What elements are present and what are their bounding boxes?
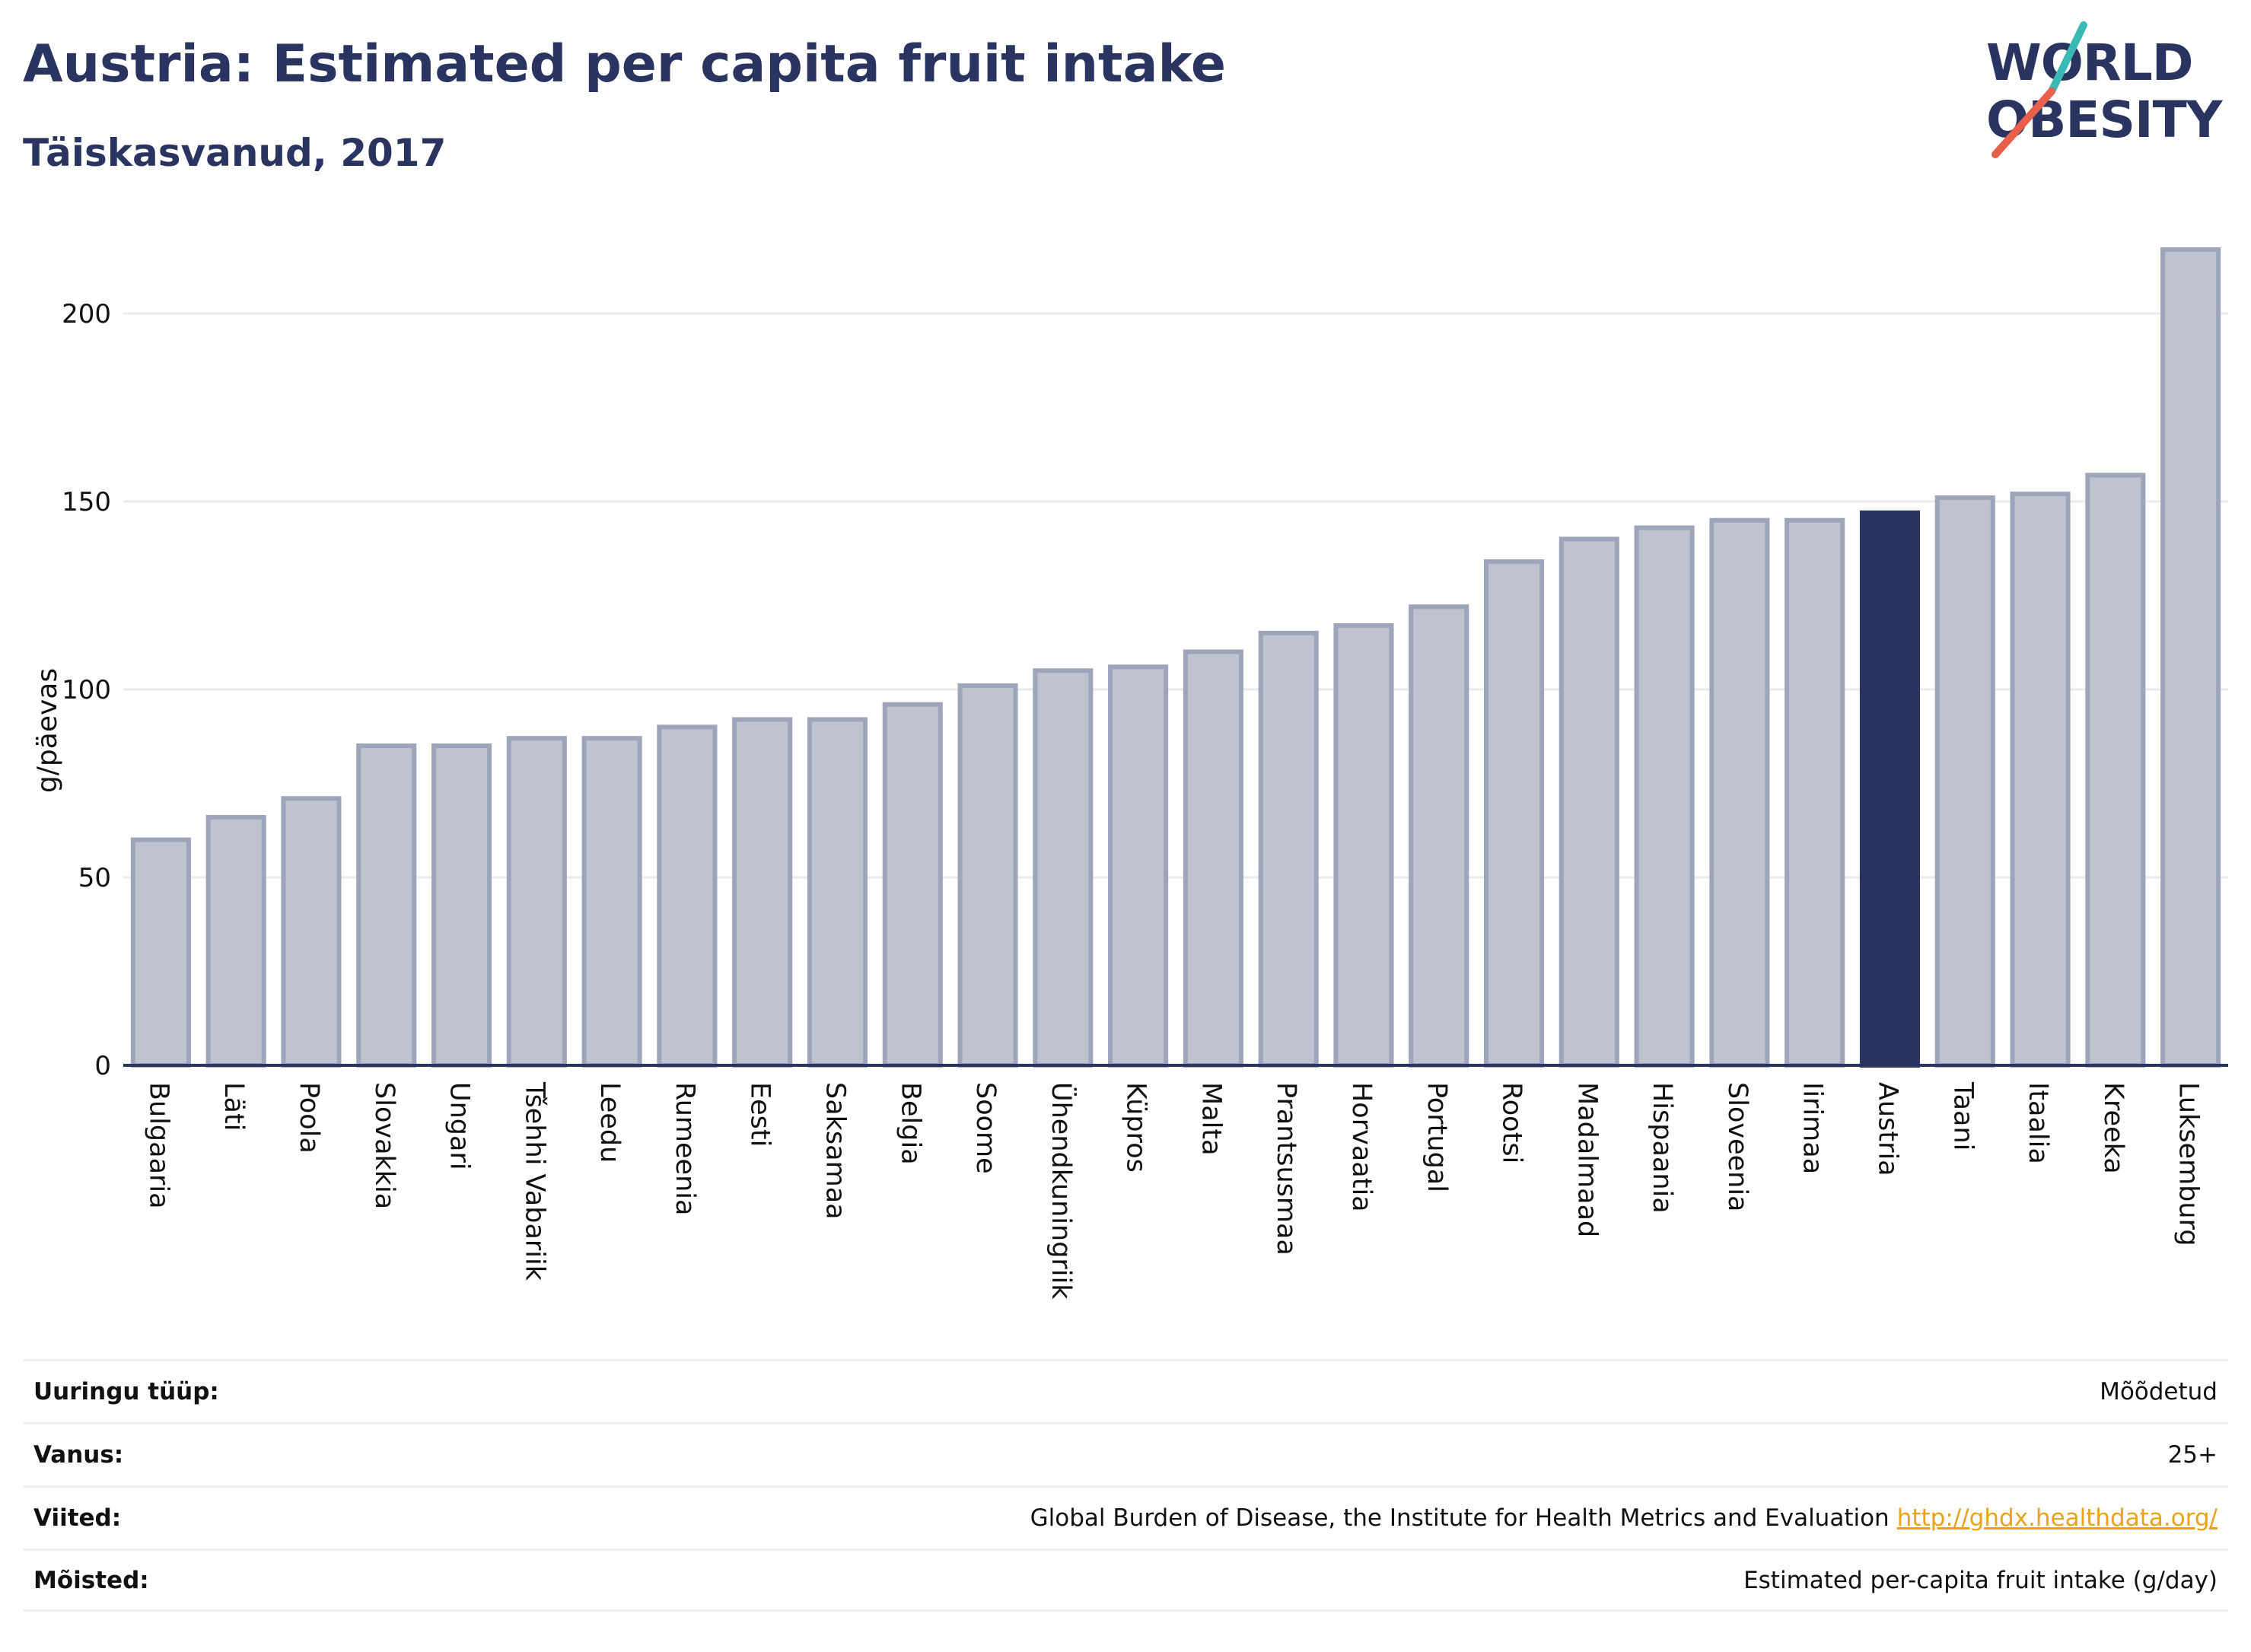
y-tick-label: 100	[62, 675, 111, 705]
x-tick-label: Taani	[1947, 1081, 1978, 1151]
bar-austria	[1859, 510, 1921, 1068]
x-tick-label: Bulgaaria	[143, 1082, 174, 1209]
info-row-definitions: Mõisted: Estimated per-capita fruit inta…	[23, 1549, 2228, 1612]
x-tick-label: Ungari	[444, 1082, 475, 1170]
x-tick-label: Tšehhi Vabariik	[519, 1081, 549, 1281]
x-tick-label: Prantsusmaa	[1271, 1082, 1301, 1256]
bar-läti	[205, 814, 266, 1068]
x-tick-label: Madalmaad	[1571, 1082, 1602, 1237]
bar-saksamaa	[807, 717, 868, 1068]
x-tick-label: Soome	[970, 1082, 1001, 1174]
x-tick-label: Luksemburg	[2173, 1082, 2204, 1246]
bar-eesti	[732, 717, 793, 1068]
info-row-survey-type: Uuringu tüüp: Mõõdetud	[23, 1359, 2228, 1422]
x-tick-label: Rumeenia	[670, 1082, 700, 1215]
y-axis-label: g/päevas	[32, 668, 63, 793]
x-tick-label: Portugal	[1422, 1082, 1452, 1192]
bar-slovakkia	[356, 743, 417, 1068]
bar-soome	[957, 683, 1018, 1068]
x-tick-label: Rootsi	[1497, 1082, 1527, 1163]
bar-kreeka	[2085, 473, 2146, 1068]
bar-ühendkuningriik	[1033, 668, 1094, 1068]
info-value: Mõõdetud	[2100, 1378, 2218, 1405]
bar-ungari	[431, 743, 492, 1068]
x-tick-label: Horvaatia	[1346, 1082, 1377, 1212]
bar-rumeenia	[657, 724, 718, 1068]
info-label: Viited:	[33, 1504, 122, 1532]
info-label: Vanus:	[33, 1441, 124, 1469]
bar-madalmaad	[1559, 536, 1619, 1068]
bar-sloveenia	[1709, 517, 1770, 1068]
chart-subtitle: Täiskasvanud, 2017	[23, 131, 447, 175]
info-value: 25+	[2167, 1441, 2218, 1469]
bar-itaalia	[2010, 492, 2071, 1068]
svg-text:WORLD: WORLD	[1986, 33, 2193, 92]
x-tick-label: Iirimaa	[1797, 1082, 1828, 1174]
x-tick-label: Ühendkuningriik	[1046, 1082, 1078, 1300]
bar-bulgaaria	[130, 837, 191, 1068]
x-tick-label: Kreeka	[2098, 1082, 2128, 1174]
bar-chart: 0 50 100 150 200 Bulgaaria Läti Poola Slovakkia U…	[32, 247, 2228, 1300]
bar-rootsi	[1483, 559, 1545, 1068]
info-row-references: Viited: Global Burden of Disease, the In…	[23, 1485, 2228, 1549]
x-tick-label: Sloveenia	[1722, 1082, 1753, 1212]
bar-küpros	[1108, 664, 1169, 1068]
bar-poola	[281, 796, 342, 1068]
bar-tšehhi-vabariik	[506, 736, 567, 1068]
x-tick-label: Eesti	[745, 1082, 775, 1147]
x-tick-label: Itaalia	[2023, 1082, 2053, 1164]
info-label: Mõisted:	[33, 1566, 149, 1594]
bar-horvaatia	[1333, 623, 1394, 1068]
x-tick-label: Hispaania	[1647, 1082, 1677, 1214]
bar-iirimaa	[1785, 517, 1845, 1068]
x-tick-label: Austria	[1872, 1082, 1902, 1176]
info-value-references: Global Burden of Disease, the Institute …	[1030, 1504, 2218, 1532]
bar-leedu	[581, 736, 642, 1068]
x-tick-label: Leedu	[594, 1082, 625, 1163]
reference-link[interactable]: http://ghdx.healthdata.org/	[1896, 1504, 2218, 1532]
y-tick-label: 200	[62, 299, 111, 329]
y-tick-label: 0	[94, 1051, 111, 1081]
info-table: Uuringu tüüp: Mõõdetud Vanus: 25+ Viited…	[23, 1359, 2228, 1612]
x-tick-label: Saksamaa	[820, 1082, 850, 1220]
info-label: Uuringu tüüp:	[33, 1378, 219, 1405]
bar-taani	[1934, 495, 1995, 1068]
bar-malta	[1183, 649, 1243, 1068]
x-tick-label: Slovakkia	[369, 1082, 400, 1209]
info-value: Estimated per-capita fruit intake (g/day…	[1743, 1566, 2218, 1594]
info-row-age: Vanus: 25+	[23, 1422, 2228, 1485]
axes: 0 50 100 150 200 Bulgaaria Läti Poola Slovakkia U…	[62, 299, 2228, 1300]
bar-hispaania	[1634, 525, 1695, 1068]
x-tick-label: Belgia	[895, 1082, 925, 1165]
chart-title: Austria: Estimated per capita fruit inta…	[23, 34, 1226, 94]
reference-text: Global Burden of Disease, the Institute …	[1030, 1504, 1890, 1532]
x-tick-label: Poola	[294, 1082, 324, 1154]
world-obesity-logo: WORLD OBESITY	[1986, 21, 2224, 158]
x-tick-label: Läti	[218, 1082, 249, 1131]
x-tick-label: Malta	[1196, 1082, 1226, 1156]
x-tick-label: Küpros	[1121, 1082, 1151, 1173]
y-tick-label: 50	[78, 863, 111, 893]
y-tick-label: 150	[62, 487, 111, 517]
bars	[130, 247, 2221, 1068]
bar-prantsusmaa	[1258, 630, 1319, 1068]
bar-portugal	[1409, 604, 1469, 1068]
bar-luksemburg	[2160, 247, 2221, 1068]
bar-belgia	[882, 702, 943, 1068]
